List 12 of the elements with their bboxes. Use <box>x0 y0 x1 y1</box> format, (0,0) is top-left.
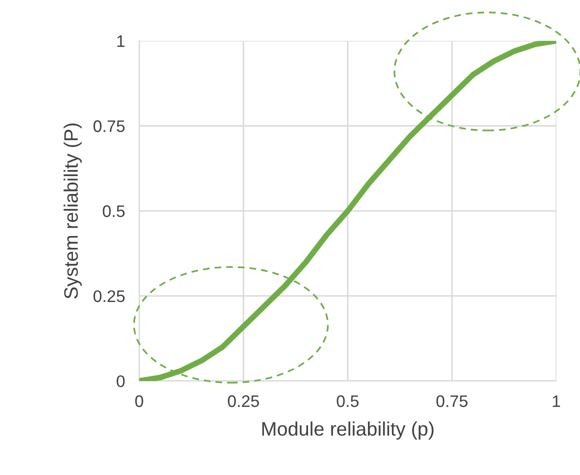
y-axis-title: System reliability (P) <box>64 124 82 299</box>
y-tick-label: 0 <box>116 375 125 388</box>
y-tick-label: 0.5 <box>102 205 125 218</box>
x-axis-title: Module reliability (p) <box>262 421 434 440</box>
x-tick-label: 0.25 <box>228 395 259 408</box>
x-tick-label: 0.5 <box>336 395 359 408</box>
x-tick-label: 1 <box>552 395 560 407</box>
x-tick-label: 0 <box>135 395 144 408</box>
y-tick-label: 1 <box>117 35 124 47</box>
x-tick-label: 0.75 <box>436 395 468 408</box>
y-tick-label: 0.75 <box>94 120 125 132</box>
y-tick-label: 0.25 <box>94 290 125 302</box>
